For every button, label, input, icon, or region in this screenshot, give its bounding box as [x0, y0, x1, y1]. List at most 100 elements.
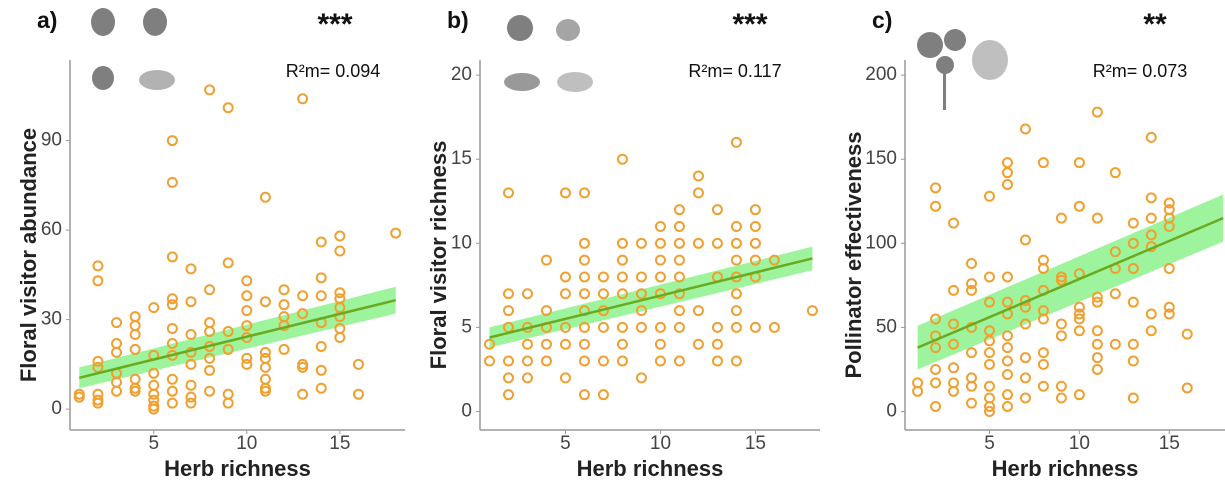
point	[580, 272, 589, 281]
point	[149, 303, 158, 312]
point	[656, 357, 665, 366]
point	[732, 306, 741, 315]
point	[967, 259, 976, 268]
significance: ***	[732, 8, 767, 41]
point	[542, 357, 551, 366]
plot-area	[485, 138, 817, 399]
point	[732, 256, 741, 265]
point	[675, 323, 684, 332]
point	[1057, 331, 1066, 340]
point	[186, 381, 195, 390]
point	[224, 103, 233, 112]
point	[656, 272, 665, 281]
point	[732, 138, 741, 147]
point	[713, 323, 722, 332]
point	[131, 345, 140, 354]
point	[694, 340, 703, 349]
point	[1003, 402, 1012, 411]
y-tick-label: 60	[41, 219, 62, 240]
x-tick-label: 10	[236, 433, 257, 454]
point	[168, 399, 177, 408]
point	[1093, 340, 1102, 349]
point	[1147, 214, 1156, 223]
point	[751, 205, 760, 214]
r2-annotation: R²m= 0.094	[286, 61, 381, 81]
point	[317, 384, 326, 393]
point	[694, 188, 703, 197]
point	[1021, 124, 1030, 133]
point	[317, 342, 326, 351]
point	[1129, 298, 1138, 307]
fit-line	[79, 300, 395, 378]
point	[317, 273, 326, 282]
point	[1093, 108, 1102, 117]
point	[732, 323, 741, 332]
point	[656, 340, 665, 349]
point	[168, 136, 177, 145]
y-tick-label: 5	[461, 316, 472, 337]
point	[931, 365, 940, 374]
point	[599, 323, 608, 332]
x-tick-label: 15	[329, 433, 350, 454]
r2-annotation: R²m= 0.073	[1093, 61, 1188, 81]
point	[354, 390, 363, 399]
point	[168, 178, 177, 187]
point	[618, 239, 627, 248]
point	[1093, 365, 1102, 374]
point	[618, 357, 627, 366]
y-tick-label: 0	[461, 401, 472, 422]
point	[1021, 235, 1030, 244]
page: {"chart_data": [ {"type": "scatter", "pa…	[0, 0, 1225, 488]
y-axis-title: Pollinator effectiveness	[841, 132, 866, 379]
point	[261, 375, 270, 384]
point	[1003, 168, 1012, 177]
point	[224, 399, 233, 408]
point	[561, 289, 570, 298]
point	[205, 318, 214, 327]
point	[1075, 326, 1084, 335]
y-tick-label: 90	[41, 130, 62, 151]
point	[280, 300, 289, 309]
point	[931, 402, 940, 411]
point	[1147, 326, 1156, 335]
plot-area	[913, 108, 1223, 416]
point	[713, 205, 722, 214]
point	[298, 390, 307, 399]
point	[504, 373, 513, 382]
point	[1003, 331, 1012, 340]
point	[580, 256, 589, 265]
point	[1129, 394, 1138, 403]
point	[967, 399, 976, 408]
point	[523, 289, 532, 298]
point	[317, 238, 326, 247]
point	[580, 188, 589, 197]
point	[523, 357, 532, 366]
y-tick-label: 30	[41, 309, 62, 330]
y-axis-title: Floral visitor abundance	[16, 128, 41, 382]
panel-label: a)	[37, 7, 57, 33]
point	[599, 272, 608, 281]
point	[1003, 370, 1012, 379]
point	[1111, 168, 1120, 177]
point	[732, 222, 741, 231]
point	[205, 85, 214, 94]
point	[504, 289, 513, 298]
point	[949, 363, 958, 372]
point	[242, 360, 251, 369]
point	[280, 285, 289, 294]
point	[168, 300, 177, 309]
point	[1003, 390, 1012, 399]
point	[1003, 180, 1012, 189]
point	[985, 272, 994, 281]
point	[1183, 383, 1192, 392]
point	[1129, 219, 1138, 228]
icons	[91, 8, 1008, 110]
point	[1183, 330, 1192, 339]
x-tick-label: 5	[984, 433, 995, 454]
point	[618, 323, 627, 332]
point	[1147, 133, 1156, 142]
point	[637, 239, 646, 248]
point	[335, 232, 344, 241]
point	[751, 222, 760, 231]
point	[1075, 158, 1084, 167]
